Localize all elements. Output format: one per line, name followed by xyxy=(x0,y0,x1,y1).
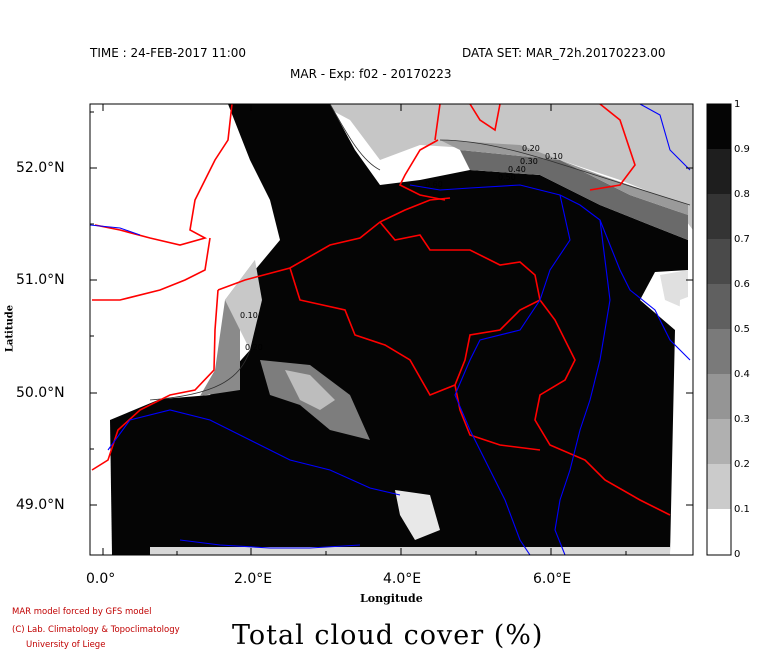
colorbar-level-label: 0.5 xyxy=(734,324,750,335)
dataset-label: DATA SET: MAR_72h.20170223.00 xyxy=(462,46,666,60)
colorbar-swatch xyxy=(707,284,731,329)
colorbar-swatch xyxy=(707,194,731,239)
experiment-label: MAR - Exp: f02 - 20170223 xyxy=(290,67,452,81)
contour-label: 0.30 xyxy=(520,157,538,166)
no-data-strip-east xyxy=(670,295,693,555)
lon-tick-label: 4.0°E xyxy=(383,571,422,587)
lat-tick-label: 49.0°N xyxy=(16,497,65,513)
cloud-patch-center-2 xyxy=(285,370,335,410)
lon-tick-label: 2.0°E xyxy=(234,571,273,587)
contour-label: 0.60 xyxy=(425,180,443,189)
credit-line: MAR model forced by GFS model xyxy=(12,607,152,617)
colorbar-level-label: 1 xyxy=(734,99,741,110)
colorbar-level-label: 0.9 xyxy=(734,144,750,155)
cloud-fringe-ne-2 xyxy=(440,140,688,215)
colorbar-swatch xyxy=(707,149,731,194)
contour-label: 0.50 xyxy=(498,173,516,182)
contour-label: 0.10 xyxy=(240,311,258,320)
lat-tick-label: 52.0°N xyxy=(16,160,65,176)
colorbar-swatch xyxy=(707,329,731,374)
cloud-mass-main xyxy=(108,104,688,555)
colorbar-level-label: 0 xyxy=(734,549,741,560)
colorbar-level-label: 0.4 xyxy=(734,369,750,380)
colorbar-swatch xyxy=(707,239,731,284)
colorbar-swatch xyxy=(707,104,731,149)
contour-label: 0.10 xyxy=(545,152,563,161)
plot-frame xyxy=(89,103,694,556)
colorbar-level-label: 0.7 xyxy=(734,234,750,245)
contour-label: 0.40 xyxy=(508,165,526,174)
no-data-strip-south xyxy=(90,420,112,555)
x-axis-label: Longitude xyxy=(360,592,423,605)
lon-tick-label: 6.0°E xyxy=(533,571,572,587)
colorbar-swatch xyxy=(707,419,731,464)
contour-label: 0.20 xyxy=(522,144,540,153)
colorbar xyxy=(706,103,732,556)
colorbar-level-label: 0.6 xyxy=(734,279,750,290)
colorbar-level-label: 0.1 xyxy=(734,504,750,515)
lat-tick-label: 51.0°N xyxy=(16,272,65,288)
cloud-bottom-fringe xyxy=(150,547,670,555)
colorbar-swatch xyxy=(707,464,731,509)
colorbar-level-label: 0.8 xyxy=(734,189,750,200)
time-label: TIME : 24-FEB-2017 11:00 xyxy=(90,46,247,60)
axis-ticks xyxy=(90,104,693,555)
cloud-band-light xyxy=(200,104,693,230)
cloud-fringe-ne xyxy=(460,150,688,240)
cloud-band-west-2 xyxy=(225,260,262,350)
colorbar-swatch xyxy=(707,509,731,555)
credit-line: (C) Lab. Climatology & Topoclimatology xyxy=(12,625,180,635)
cloud-gap-west xyxy=(90,104,268,420)
y-axis-label: Latitude xyxy=(4,304,16,353)
cloud-gap-south xyxy=(395,490,440,540)
cloud-cover-field: 0.10 0.20 0.30 0.40 0.50 0.60 0.10 0.20 xyxy=(90,104,693,555)
credit-line: University of Liege xyxy=(26,640,106,650)
figure-title: Total cloud cover (%) xyxy=(232,620,544,651)
lat-tick-label: 50.0°N xyxy=(16,385,65,401)
rivers xyxy=(90,104,691,555)
colorbar-level-label: 0.3 xyxy=(734,414,750,425)
contour-label: 0.20 xyxy=(245,343,263,352)
lon-tick-label: 0.0° xyxy=(86,571,116,587)
contour-lines xyxy=(149,104,691,401)
colorbar-swatch xyxy=(707,374,731,419)
colorbar-level-label: 0.2 xyxy=(734,459,750,470)
colorbar-frame xyxy=(706,103,732,556)
